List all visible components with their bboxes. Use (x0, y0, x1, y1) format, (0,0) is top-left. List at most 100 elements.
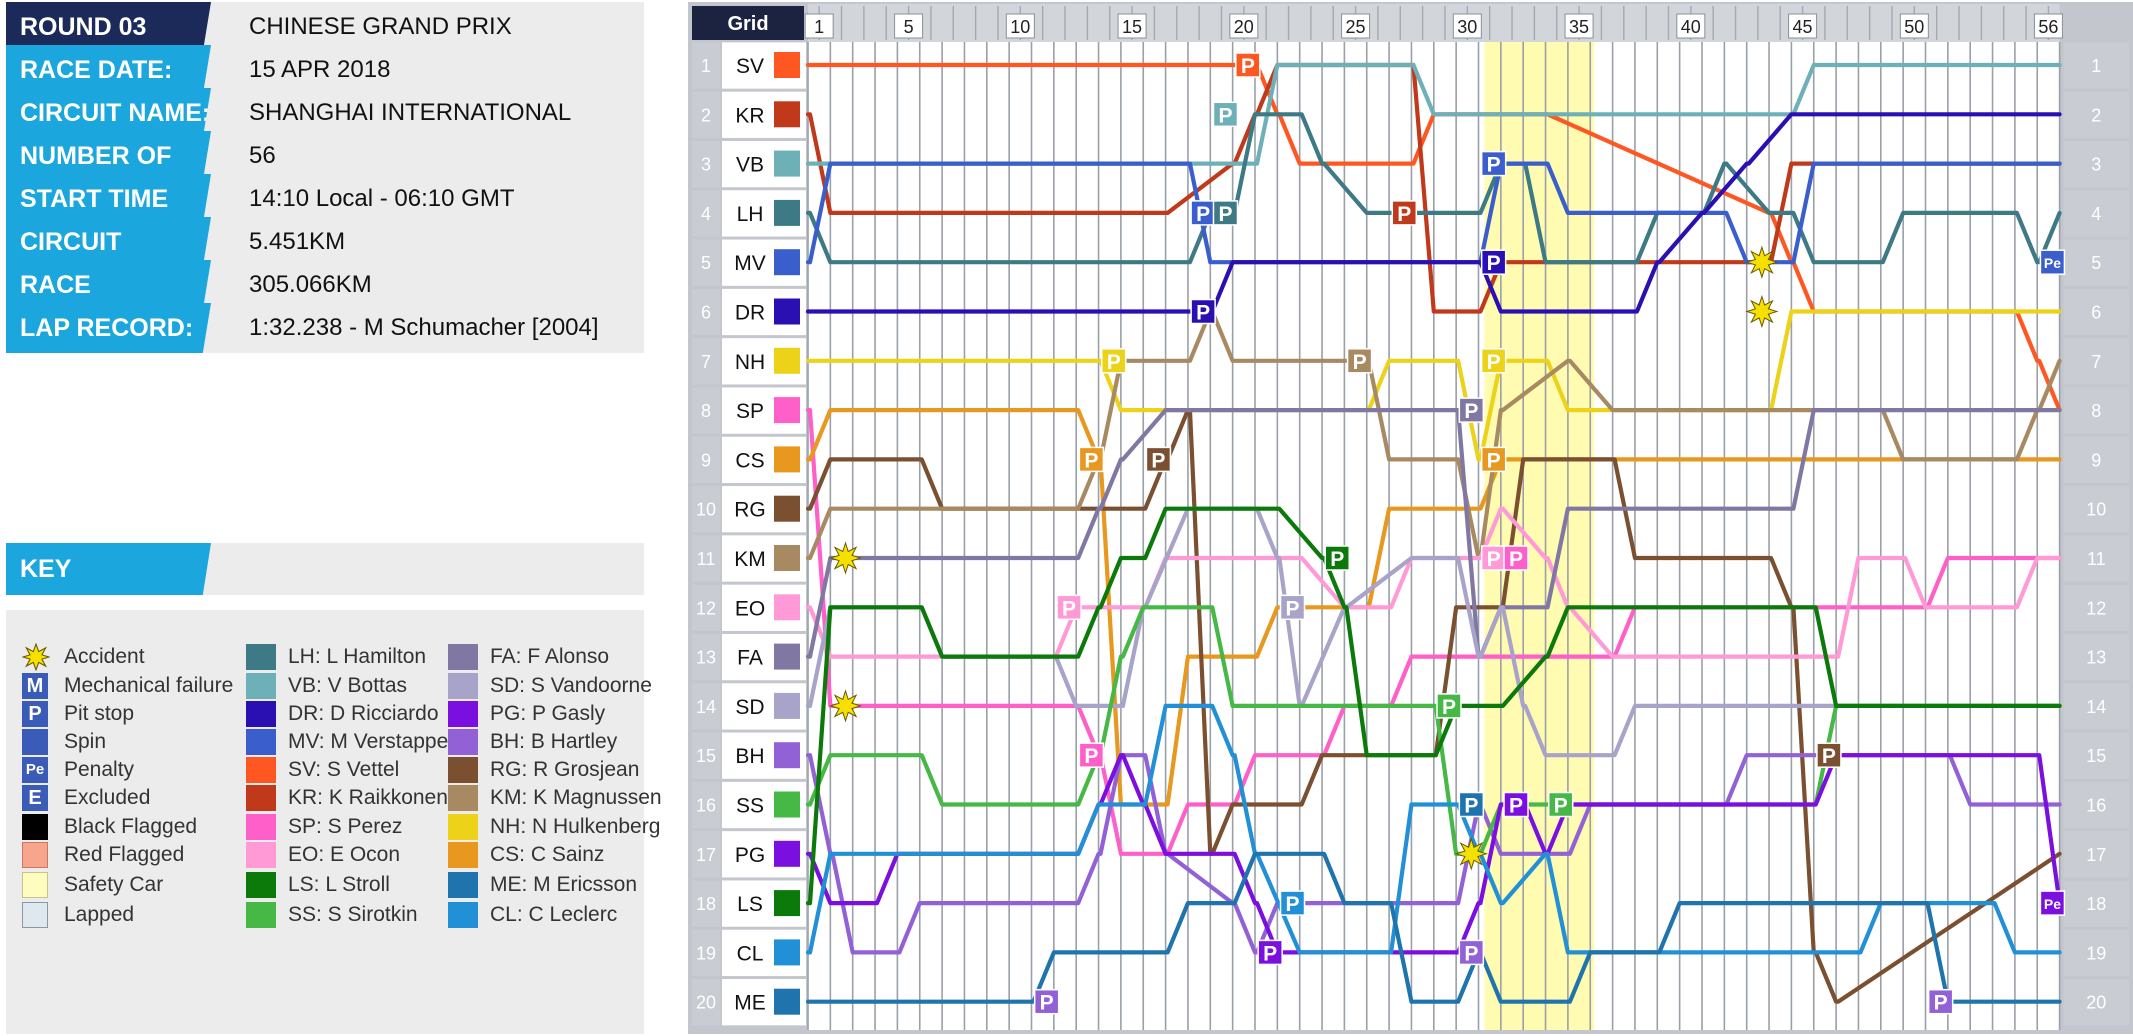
pit-stop-marker (1391, 200, 1418, 226)
pit-stop-label: P (1464, 400, 1478, 423)
final-position-cell (2063, 584, 2129, 631)
pit-stop-marker (1324, 545, 1350, 571)
grid-position-cell (692, 535, 720, 582)
pit-stop-marker (1458, 397, 1485, 423)
color-swatch (448, 842, 478, 868)
grid-position-number: 20 (696, 993, 716, 1013)
final-position-cell (2063, 880, 2129, 927)
grid-position-cell (692, 831, 720, 878)
circuit-length-value: 5.451KM (249, 228, 346, 255)
final-position-number: 2 (2091, 105, 2101, 125)
pit-stop-label: P (1084, 449, 1098, 472)
driver-trace-ls (805, 506, 2062, 906)
pit-stop-marker (1480, 446, 1507, 473)
pit-stop-label: P (1353, 351, 1367, 374)
color-swatch (448, 644, 478, 670)
grid-position-cell (692, 338, 720, 385)
grid-driver-code: MV (734, 252, 766, 275)
grid-position-number: 12 (696, 598, 716, 618)
grid-position-cell (692, 683, 720, 730)
grid-driver-swatch (774, 840, 800, 867)
final-position-number: 7 (2091, 352, 2101, 372)
info-row-race-date: RACE DATE: 15 APR 2018 (6, 45, 644, 95)
key-pit-stop-label: Pit stop (64, 702, 135, 725)
final-position-number: 17 (2086, 845, 2106, 865)
grid-driver-code: ME (734, 992, 766, 1015)
pit-stop-marker (1190, 200, 1216, 226)
key-excluded-label: Excluded (64, 786, 151, 809)
driver-name: SP: S Perez (288, 815, 403, 838)
pit-stop-marker (1458, 791, 1485, 818)
driver-name: LS: L Stroll (288, 873, 390, 896)
pit-stop-label: P (1509, 548, 1523, 571)
lap-tick-box (1229, 13, 1259, 39)
pit-stop-marker (1480, 348, 1507, 374)
final-position-cell (2063, 683, 2129, 730)
driver-trace-cl (805, 703, 2062, 955)
pit-stop-marker (1100, 348, 1127, 374)
grid-position-cell (692, 288, 720, 336)
grid-driver-swatch (774, 101, 800, 128)
grid-driver-code: RG (734, 499, 766, 522)
lap-tick-label: 56 (2038, 17, 2058, 37)
lapped-icon (22, 902, 48, 928)
final-position-cell (2063, 929, 2129, 977)
color-swatch (448, 814, 478, 840)
driver-name: RG: R Grosjean (490, 758, 640, 781)
grid-driver-code: SS (736, 795, 764, 818)
final-position-number: 18 (2086, 894, 2106, 914)
final-position-number: 10 (2086, 500, 2106, 520)
grid-driver-code: CL (737, 942, 764, 965)
lap-tick-box (1005, 13, 1035, 39)
pit-stop-label: P (1084, 745, 1098, 768)
safety-car-band (1484, 42, 1595, 1030)
driver-name: NH: N Hulkenberg (490, 815, 661, 838)
pit-stop-marker (1212, 200, 1239, 226)
driver-name: KM: K Magnussen (490, 786, 662, 809)
lap-tick-label: 20 (1234, 17, 1254, 37)
key-title: KEY (6, 543, 211, 595)
grid-position-cell (692, 91, 720, 138)
final-position-cell (2063, 338, 2129, 385)
accident-icon (1745, 294, 1779, 329)
final-position-number: 5 (2091, 253, 2101, 273)
grid-position-cell (692, 732, 720, 779)
key-safety-car-label: Safety Car (64, 873, 164, 896)
key-black-flagged-label: Black Flagged (64, 815, 198, 838)
color-swatch (246, 814, 276, 840)
final-position-cell (2063, 979, 2129, 1026)
pit-stop-marker (1212, 101, 1239, 128)
final-position-cell (2063, 239, 2129, 286)
lap-tick-label: 40 (1681, 17, 1701, 37)
color-swatch (246, 673, 276, 699)
lap-tick-box (894, 13, 924, 39)
grid-driver-code: LH (737, 203, 764, 226)
race-distance-label: RACE DISTANCE: (6, 260, 211, 310)
race-date-label: RACE DATE: (6, 45, 211, 95)
accident-icon (828, 689, 863, 723)
key-penalty-label: Penalty (64, 758, 135, 781)
pit-stop-marker (1235, 52, 1261, 78)
pit-stop-marker (1927, 988, 1954, 1015)
color-swatch (246, 872, 276, 898)
pit-stop-label: P (1397, 203, 1411, 226)
driver-trace-dr (805, 112, 2062, 314)
grid-driver-code: LS (737, 893, 763, 916)
pit-stop-label: P (1487, 252, 1501, 275)
lap-tick-box (804, 13, 834, 39)
lap-header-strip (808, 4, 2060, 42)
final-position-number: 1 (2091, 56, 2101, 76)
final-position-number: 11 (2087, 549, 2106, 569)
lap-tick-label: 25 (1346, 17, 1366, 37)
grid-position-cell (692, 781, 720, 829)
grid-position-cell (692, 633, 720, 681)
grid-driver-swatch (774, 791, 800, 818)
lap-tick-label: 50 (1904, 17, 1924, 37)
driver-name: EO: E Ocon (288, 843, 401, 866)
pit-stop-label: P (1442, 696, 1456, 719)
final-position-cell (2063, 486, 2129, 533)
penalty-label: Pe (2044, 896, 2061, 912)
key-header: KEY (6, 543, 644, 595)
color-swatch (448, 673, 478, 699)
